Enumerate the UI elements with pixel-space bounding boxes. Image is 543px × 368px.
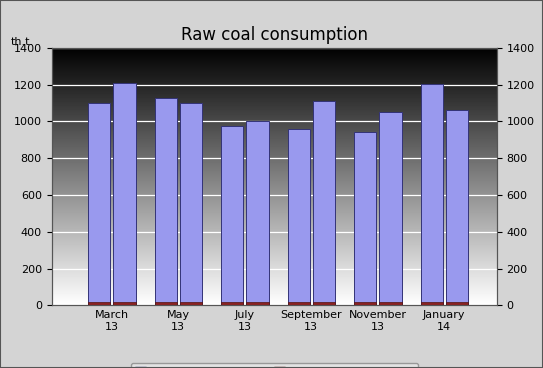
- Bar: [420, 84, 443, 305]
- Bar: [380, 112, 401, 305]
- Bar: [446, 110, 468, 305]
- Bar: [247, 121, 269, 305]
- Bar: [88, 302, 110, 305]
- Bar: [221, 302, 243, 305]
- Bar: [287, 302, 310, 305]
- Bar: [287, 129, 310, 305]
- Legend: Corporate segment, Commercial segment: Corporate segment, Commercial segment: [130, 362, 418, 368]
- Bar: [446, 302, 468, 305]
- Bar: [155, 98, 176, 305]
- Bar: [113, 302, 136, 305]
- Bar: [88, 103, 110, 305]
- Bar: [247, 302, 269, 305]
- Title: Raw coal consumption: Raw coal consumption: [181, 25, 368, 43]
- Bar: [221, 126, 243, 305]
- Bar: [354, 302, 376, 305]
- Bar: [313, 101, 335, 305]
- Text: th.t.: th.t.: [11, 37, 34, 47]
- Bar: [380, 302, 401, 305]
- Bar: [180, 103, 202, 305]
- Bar: [313, 302, 335, 305]
- Bar: [420, 302, 443, 305]
- Bar: [155, 302, 176, 305]
- Bar: [180, 302, 202, 305]
- Bar: [113, 83, 136, 305]
- Bar: [354, 131, 376, 305]
